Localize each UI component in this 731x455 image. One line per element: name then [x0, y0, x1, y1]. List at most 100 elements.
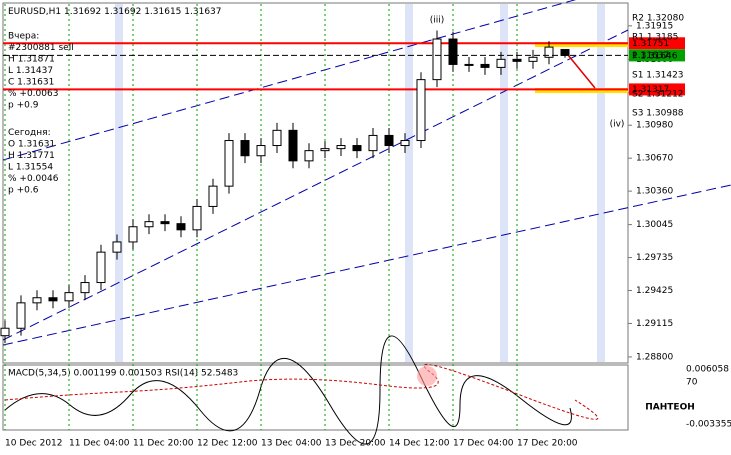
price-tag: [629, 49, 685, 62]
main-panel: [2, 2, 629, 364]
indicator-signal: [4, 363, 599, 420]
candle-body: [544, 46, 554, 58]
x-tick-label: 14 Dec 12:00: [389, 439, 450, 449]
candle-body: [112, 241, 122, 253]
candle-body: [144, 221, 154, 228]
subpanel-title: MACD(5,34,5) 0.001199 0.001503 RSI(14) 5…: [8, 369, 238, 379]
candle-body: [384, 134, 394, 147]
info-line: % +0.0063: [8, 89, 58, 99]
candle-body: [432, 38, 442, 81]
channel-line: [2, 0, 577, 161]
price-tag-label: 1.31751: [632, 39, 669, 49]
candle-body: [80, 282, 90, 294]
candle-body: [560, 49, 570, 56]
candle-body: [0, 327, 10, 337]
price-tag-label: 1.31637: [632, 51, 669, 61]
y-tick-label: 1.30360: [636, 187, 673, 197]
x-tick-label: 11 Dec 20:00: [133, 439, 194, 449]
price-tag-label: 1.31317: [632, 85, 669, 95]
y-tick-label: 1.28800: [636, 352, 673, 362]
candle-body: [208, 185, 218, 207]
wave-label: (iv): [610, 120, 625, 130]
candle-body: [96, 251, 106, 284]
candle-body: [192, 205, 202, 231]
y-tick-label: 1.30045: [636, 220, 673, 230]
y-tick-label: 1.29735: [636, 253, 673, 263]
x-tick-label: 10 Dec 2012: [5, 439, 63, 449]
x-tick-label: 17 Dec 04:00: [453, 439, 514, 449]
pivot-label: S3 1.30988: [632, 109, 684, 119]
x-tick-label: 13 Dec 20:00: [325, 439, 386, 449]
zone: [535, 88, 628, 93]
header-close: 1.31637: [184, 7, 221, 17]
wave-label: (iii): [430, 16, 445, 26]
indicator-line: [4, 335, 572, 445]
sub-tick-label: 0.006058: [686, 365, 729, 375]
candle-body: [368, 134, 378, 152]
x-tick-label: 17 Dec 20:00: [517, 439, 578, 449]
sub-tick-label: 70: [686, 378, 698, 388]
candle-body: [336, 145, 346, 150]
logo: ПАНТЕОН: [645, 403, 695, 413]
info-line: #2300881 sell: [8, 43, 74, 53]
price-tag: [629, 83, 685, 96]
candle-body: [304, 150, 314, 162]
header-high: 1.31692: [104, 7, 141, 17]
candle-body: [224, 140, 234, 187]
candle-body: [256, 145, 266, 157]
info-line: p +0.6: [8, 186, 39, 196]
candle-body: [496, 58, 506, 68]
info-line: L 1.31554: [8, 163, 53, 173]
candle-body: [32, 297, 42, 304]
candle-body: [352, 145, 362, 152]
candle-body: [464, 63, 474, 66]
candle-body: [48, 297, 58, 302]
price-tag: [629, 37, 685, 50]
x-tick-label: 13 Dec 04:00: [261, 439, 322, 449]
y-tick-label: 1.29115: [636, 319, 673, 329]
candle-body: [176, 223, 186, 231]
candle-body: [480, 63, 490, 68]
y-tick-label: 1.29425: [636, 286, 673, 296]
pivot-label: S2 1.31212: [632, 90, 684, 100]
candle-body: [240, 140, 250, 157]
candle-body: [448, 38, 458, 65]
y-tick-label: 1.30670: [636, 154, 673, 164]
candle-body: [320, 148, 330, 152]
candle-body: [128, 226, 138, 243]
candle-body: [400, 140, 410, 147]
info-line: H 1.31771: [8, 151, 55, 161]
channel-line: [2, 184, 731, 346]
header-open: 1.31692: [64, 7, 101, 17]
symbol: EURUSD,H1: [8, 7, 61, 17]
zone: [535, 42, 628, 47]
sub-panel: [2, 364, 629, 431]
candle-body: [528, 56, 538, 62]
candle-body: [160, 221, 170, 225]
channel-line: [2, 29, 629, 341]
candle-body: [416, 79, 426, 142]
candle-body: [512, 58, 522, 62]
pivot-label: S1 1.31423: [632, 71, 684, 81]
info-line: p +0.9: [8, 101, 39, 111]
info-line: O 1.31631: [8, 140, 55, 150]
candle-body: [64, 292, 74, 302]
highlight: [417, 366, 437, 386]
pivot-label: P 1.31646: [632, 52, 678, 62]
info-line: Вчера:: [8, 32, 39, 42]
x-tick-label: 12 Dec 12:00: [197, 439, 258, 449]
header: EURUSD,H1 1.31692 1.31692 1.31615 1.3163…: [8, 7, 222, 17]
y-tick-label: 1.31915: [636, 21, 673, 31]
candle-body: [272, 129, 282, 147]
candle-body: [16, 302, 26, 329]
candle-body: [288, 129, 298, 162]
info-line: L 1.31437: [8, 66, 53, 76]
info-line: Сегодня:: [8, 128, 51, 138]
pivot-label: R2 1.32080: [632, 14, 684, 24]
y-tick-label: 1.30980: [636, 121, 673, 131]
header-low: 1.31615: [144, 7, 181, 17]
pivot-label: R1 1.3185: [632, 33, 678, 43]
x-tick-label: 11 Dec 04:00: [69, 439, 130, 449]
